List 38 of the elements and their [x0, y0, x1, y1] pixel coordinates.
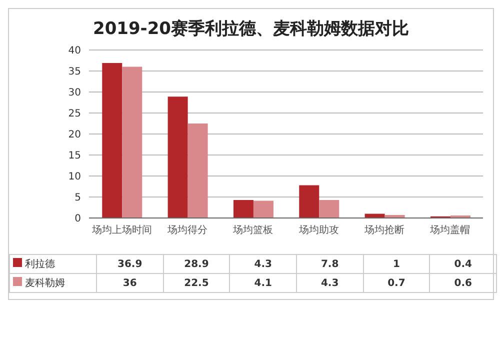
data-label: 36 — [96, 274, 164, 292]
x-tick-label: 场均抢断 — [364, 224, 404, 236]
legend-label: 麦科勒姆 — [10, 274, 96, 292]
x-tick-label: 场均上场时间 — [90, 224, 152, 236]
data-label: 36.9 — [96, 254, 164, 274]
data-label: 4.1 — [230, 274, 296, 292]
y-tick-label: 0 — [74, 214, 81, 225]
bar — [188, 124, 208, 218]
bar — [122, 66, 142, 218]
y-tick-label: 35 — [68, 66, 81, 78]
x-tick-label: 场均盖帽 — [429, 224, 470, 236]
data-label: 0.6 — [430, 274, 496, 292]
bar — [299, 185, 320, 218]
y-tick-label: 25 — [68, 108, 81, 120]
x-tick-label: 场均助攻 — [298, 224, 339, 236]
data-label: 22.5 — [163, 274, 230, 292]
y-tick-label: 10 — [68, 172, 81, 183]
y-tick-label: 20 — [68, 130, 81, 141]
bar — [319, 200, 340, 218]
y-tick-label: 15 — [68, 150, 81, 162]
data-label: 1 — [363, 254, 430, 274]
bar — [233, 200, 254, 218]
bar — [253, 200, 274, 218]
data-label: 0.7 — [363, 274, 430, 292]
x-tick-label: 场均篮板 — [232, 224, 274, 236]
y-tick-label: 40 — [68, 46, 81, 57]
chart-title: 2019-20赛季利拉德、麦科勒姆数据对比 — [92, 18, 410, 41]
y-tick-label: 30 — [68, 88, 81, 99]
data-label: 7.8 — [296, 254, 364, 274]
legend-label: 利拉德 — [10, 254, 96, 274]
bar — [102, 63, 122, 218]
data-label: 0.4 — [430, 254, 496, 274]
data-label: 4.3 — [230, 254, 296, 274]
y-tick-label: 5 — [74, 192, 81, 204]
data-label: 4.3 — [296, 274, 364, 292]
bar — [168, 96, 188, 218]
x-tick-label: 场均得分 — [166, 224, 208, 236]
data-label: 28.9 — [163, 254, 230, 274]
